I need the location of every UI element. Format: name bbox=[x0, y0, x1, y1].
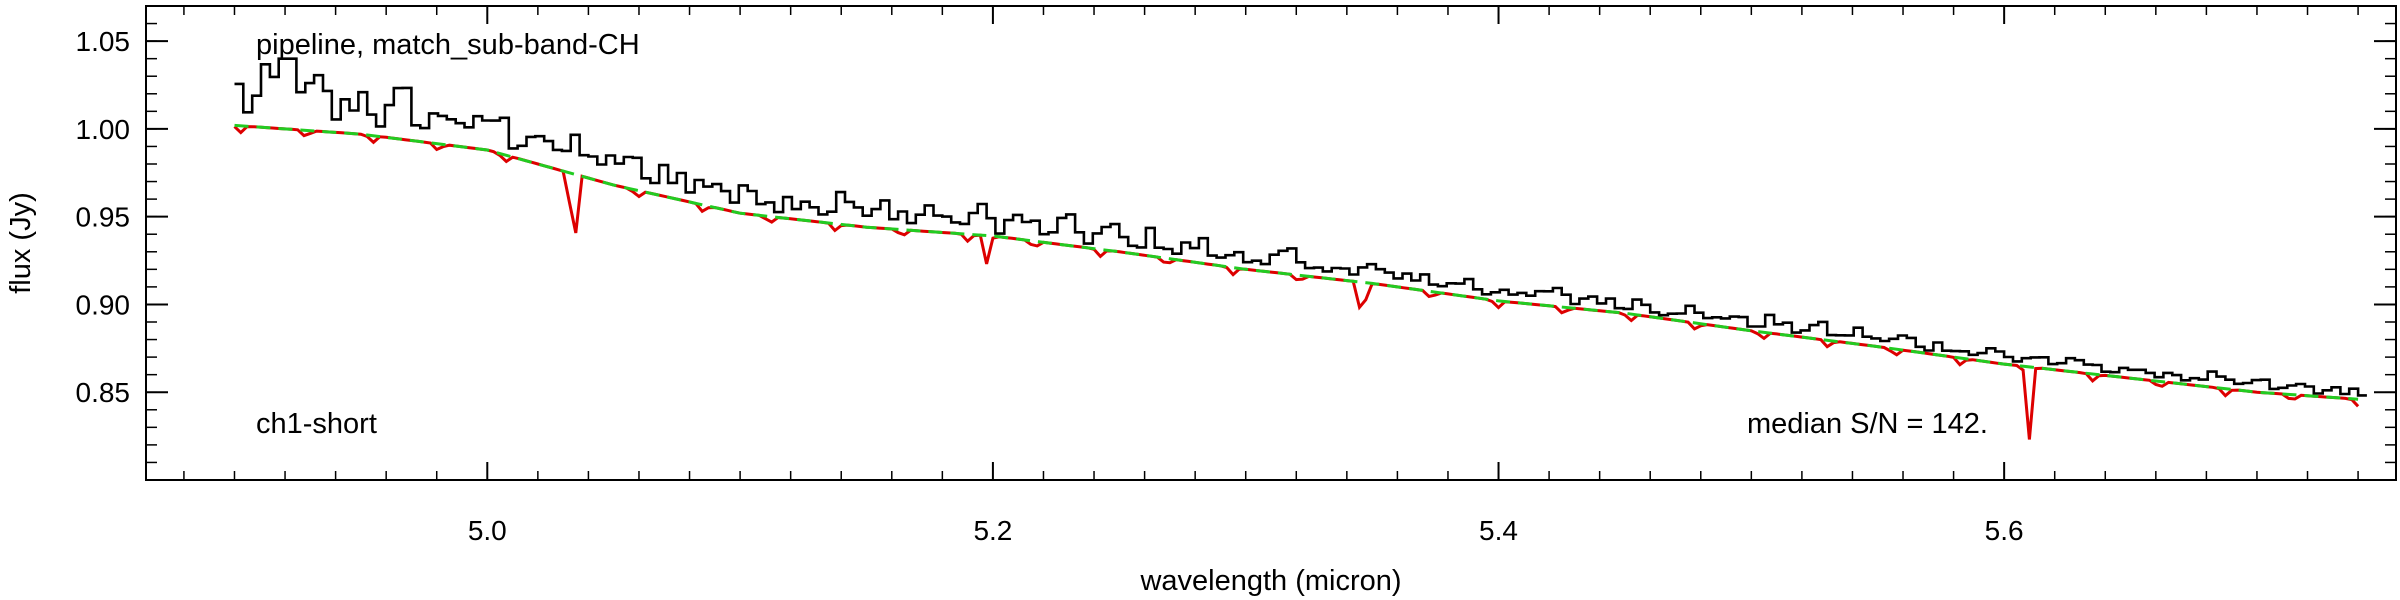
spectrum-line bbox=[234, 57, 2367, 397]
series-layer bbox=[233, 57, 2367, 440]
y-tick-label: 0.90 bbox=[76, 289, 131, 320]
y-axis-title: flux (Jy) bbox=[5, 192, 37, 294]
y-tick-label: 1.00 bbox=[76, 114, 131, 145]
sn-annotation: median S/N = 142. bbox=[1747, 408, 1988, 440]
plot-frame bbox=[145, 5, 2397, 481]
tick-labels: 5.0 5.2 5.4 5.6 0.85 0.90 0.95 1.00 1.05 bbox=[76, 26, 2024, 546]
x-axis-title: wavelength (micron) bbox=[1139, 565, 1401, 597]
axis-ticks bbox=[146, 5, 2396, 481]
model-line bbox=[233, 125, 2360, 440]
continuum-line bbox=[234, 123, 2359, 401]
y-tick-label: 0.85 bbox=[76, 377, 131, 408]
x-tick-label: 5.0 bbox=[468, 515, 507, 546]
y-tick-label: 0.95 bbox=[76, 202, 131, 233]
x-tick-label: 5.4 bbox=[1479, 515, 1518, 546]
x-tick-label: 5.6 bbox=[1985, 515, 2024, 546]
pipeline-annotation: pipeline, match_sub-band-CH bbox=[256, 29, 640, 61]
channel-annotation: ch1-short bbox=[256, 408, 377, 440]
y-tick-label: 1.05 bbox=[76, 26, 131, 57]
x-tick-label: 5.2 bbox=[973, 515, 1012, 546]
